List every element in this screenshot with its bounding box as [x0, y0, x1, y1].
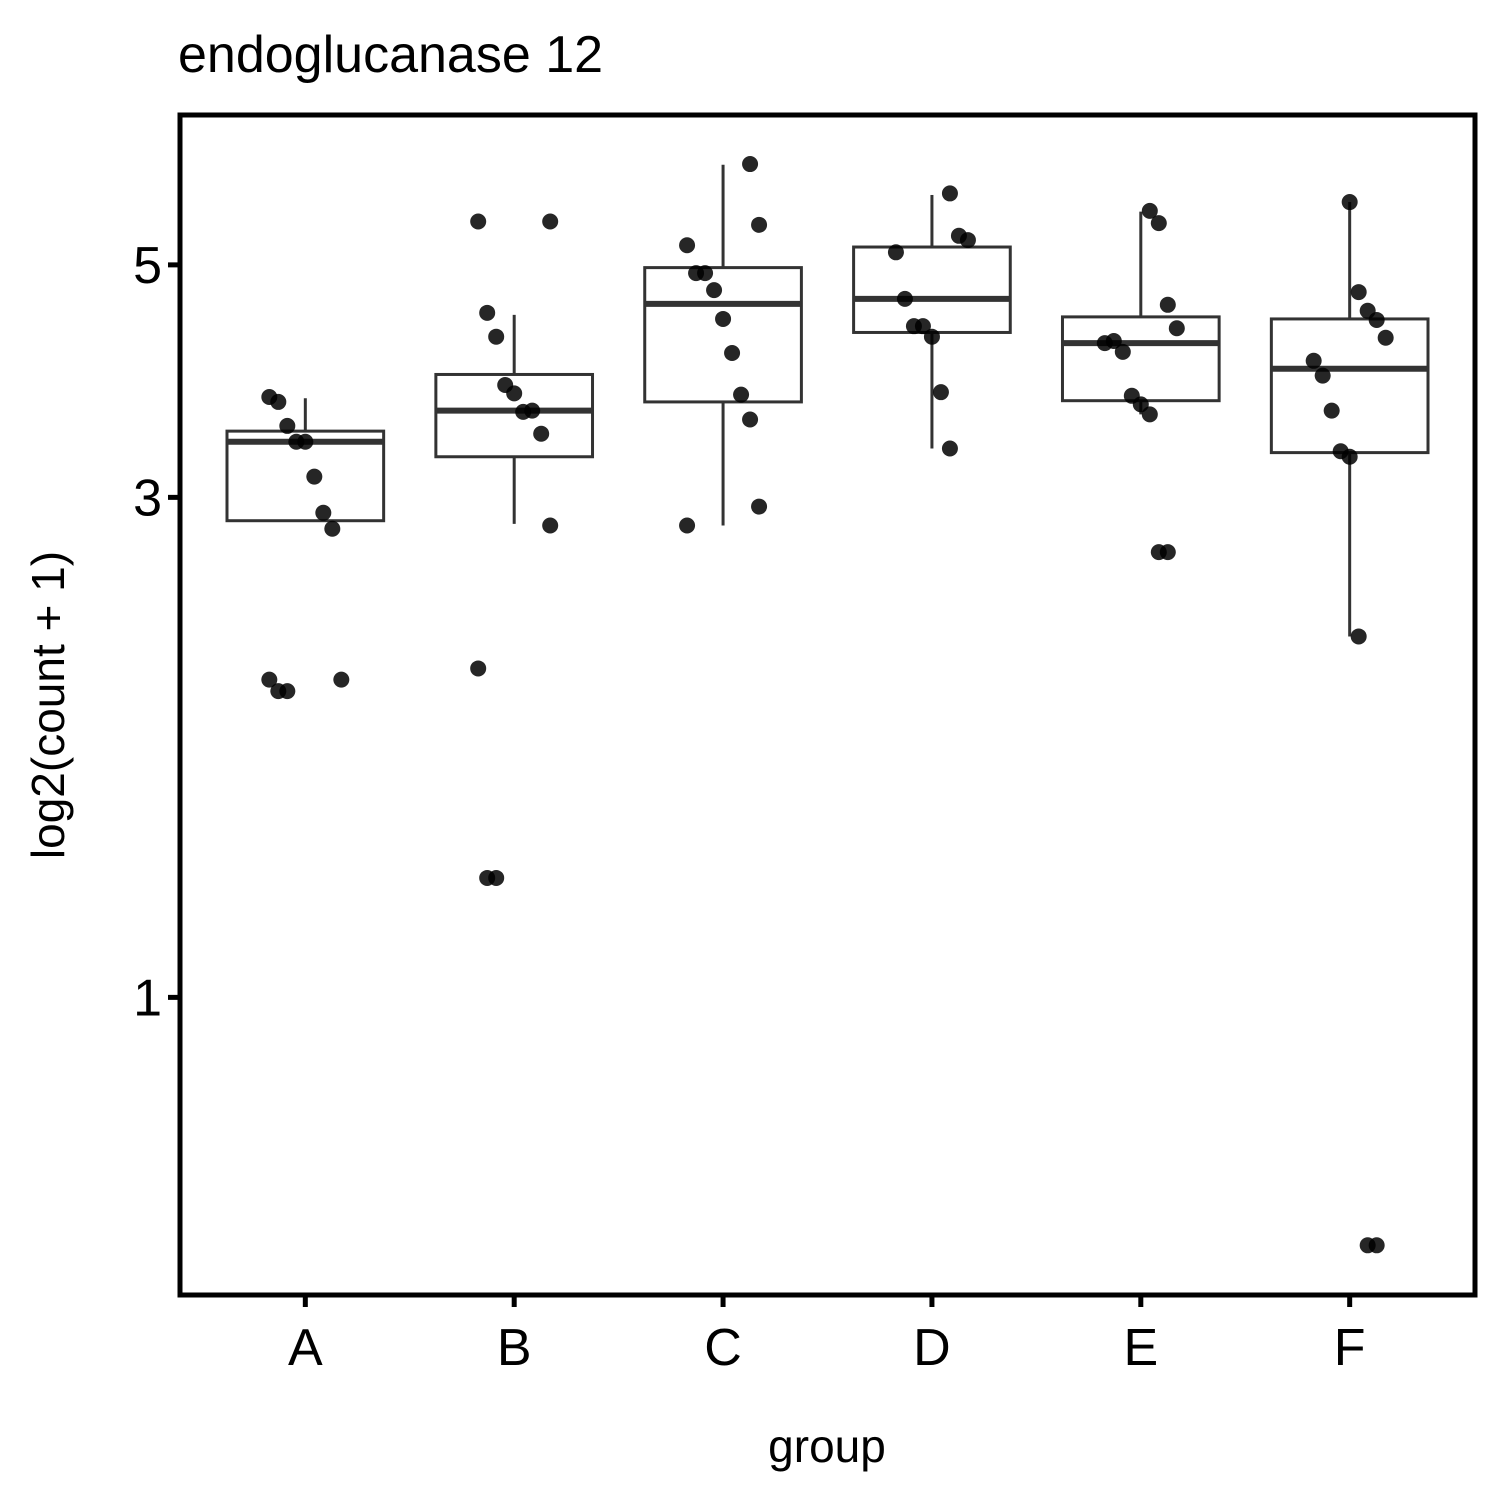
point [1168, 320, 1185, 337]
x-axis-title: group [768, 1420, 886, 1472]
point [1350, 628, 1367, 645]
point [706, 282, 723, 299]
point [1159, 296, 1176, 313]
point [1341, 194, 1358, 211]
point [333, 671, 350, 688]
x-tick-label: A [288, 1319, 323, 1377]
point [488, 328, 505, 345]
point [914, 318, 931, 335]
point [742, 411, 759, 428]
point [733, 386, 750, 403]
point [1150, 215, 1167, 232]
point [751, 498, 768, 515]
point [1377, 329, 1394, 346]
point [1368, 1237, 1385, 1254]
point [959, 232, 976, 249]
point [524, 402, 541, 419]
point [542, 517, 559, 534]
point [1159, 544, 1176, 561]
point [470, 660, 487, 677]
point [270, 393, 287, 410]
point [697, 265, 714, 282]
point [297, 433, 314, 450]
x-tick-label: D [913, 1319, 951, 1377]
point [1341, 448, 1358, 465]
point [1105, 332, 1122, 349]
point [479, 304, 496, 321]
y-tick-label: 5 [133, 237, 162, 295]
point [506, 385, 523, 402]
point [724, 344, 741, 361]
point [887, 244, 904, 261]
chart-title: endoglucanase 12 [178, 26, 603, 84]
point [1368, 311, 1385, 328]
point [896, 290, 913, 307]
point [1314, 367, 1331, 384]
y-tick-label: 3 [133, 469, 162, 527]
point [315, 504, 332, 521]
point [923, 328, 940, 345]
x-tick-label: C [704, 1319, 742, 1377]
point [941, 185, 958, 202]
point [679, 237, 696, 254]
point [324, 520, 341, 537]
x-tick-label: F [1334, 1319, 1366, 1377]
point [306, 468, 323, 485]
box [643, 266, 803, 404]
point [279, 417, 296, 434]
point [941, 440, 958, 457]
box [1060, 315, 1221, 403]
box [852, 245, 1012, 334]
point [470, 213, 487, 230]
y-tick-label: 1 [133, 969, 162, 1027]
box [1269, 317, 1430, 455]
plot-border [177, 112, 1478, 1298]
y-axis-title: log2(count + 1) [22, 551, 74, 859]
point [1141, 406, 1158, 423]
point [715, 310, 732, 327]
point [742, 156, 759, 173]
point [261, 671, 278, 688]
point [533, 425, 550, 442]
point [1305, 352, 1322, 369]
point [488, 869, 505, 886]
x-tick-label: E [1123, 1319, 1158, 1377]
point [932, 384, 949, 401]
point [751, 216, 768, 233]
point [1350, 284, 1367, 301]
point [1114, 343, 1131, 360]
point [1141, 202, 1158, 219]
point [279, 683, 296, 700]
point [542, 213, 559, 230]
point [1323, 402, 1340, 419]
x-tick-label: B [497, 1319, 532, 1377]
point [679, 517, 696, 534]
